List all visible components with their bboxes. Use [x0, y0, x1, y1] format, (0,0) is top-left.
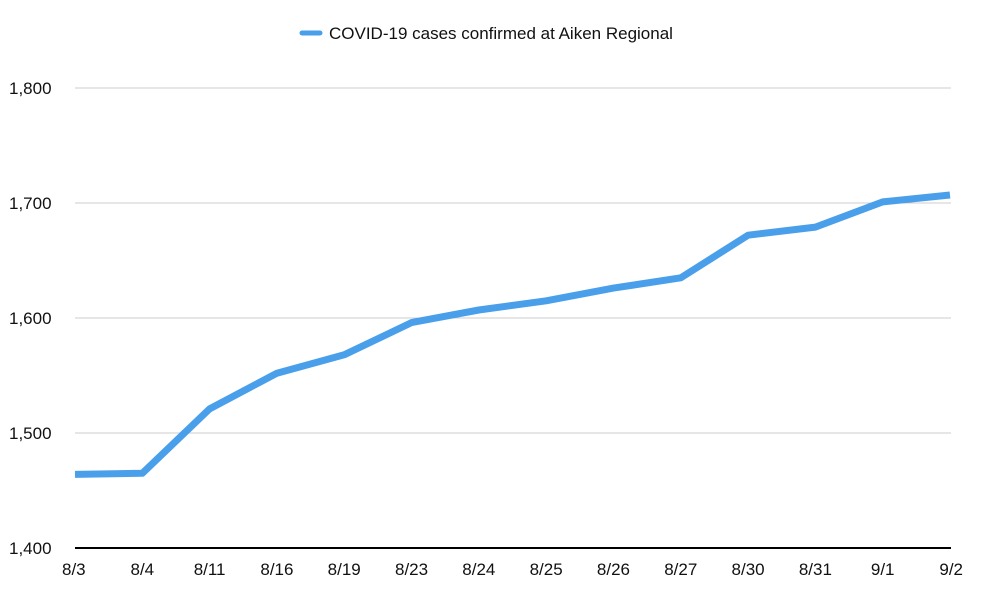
x-tick-label: 8/19	[328, 560, 361, 579]
x-tick-label: 8/4	[130, 560, 154, 579]
x-tick-label: 8/31	[799, 560, 832, 579]
y-tick-label: 1,600	[9, 309, 52, 328]
x-tick-label: 8/25	[530, 560, 563, 579]
y-axis-tick-labels: 1,400 1,500 1,600 1,700 1,800	[9, 79, 52, 558]
x-axis-tick-labels: 8/3 8/4 8/11 8/16 8/19 8/23 8/24 8/25 8/26 8/27 8/…	[62, 560, 963, 579]
x-tick-label: 8/26	[597, 560, 630, 579]
y-tick-label: 1,500	[9, 424, 52, 443]
y-tick-label: 1,800	[9, 79, 52, 98]
legend: COVID-19 cases confirmed at Aiken Region…	[299, 24, 673, 43]
series-line	[74, 191, 951, 478]
x-tick-label: 8/16	[260, 560, 293, 579]
x-tick-label: 8/24	[462, 560, 495, 579]
gridlines	[75, 87, 951, 434]
legend-label: COVID-19 cases confirmed at Aiken Region…	[329, 24, 673, 43]
x-tick-label: 8/11	[194, 560, 226, 579]
x-tick-label: 8/3	[62, 560, 86, 579]
x-tick-label: 9/2	[939, 560, 963, 579]
x-tick-label: 8/23	[395, 560, 428, 579]
y-tick-label: 1,400	[9, 539, 52, 558]
x-tick-label: 8/27	[664, 560, 697, 579]
x-tick-label: 8/30	[732, 560, 765, 579]
x-tick-label: 9/1	[871, 560, 895, 579]
series-layer	[74, 191, 951, 478]
y-tick-label: 1,700	[9, 194, 52, 213]
